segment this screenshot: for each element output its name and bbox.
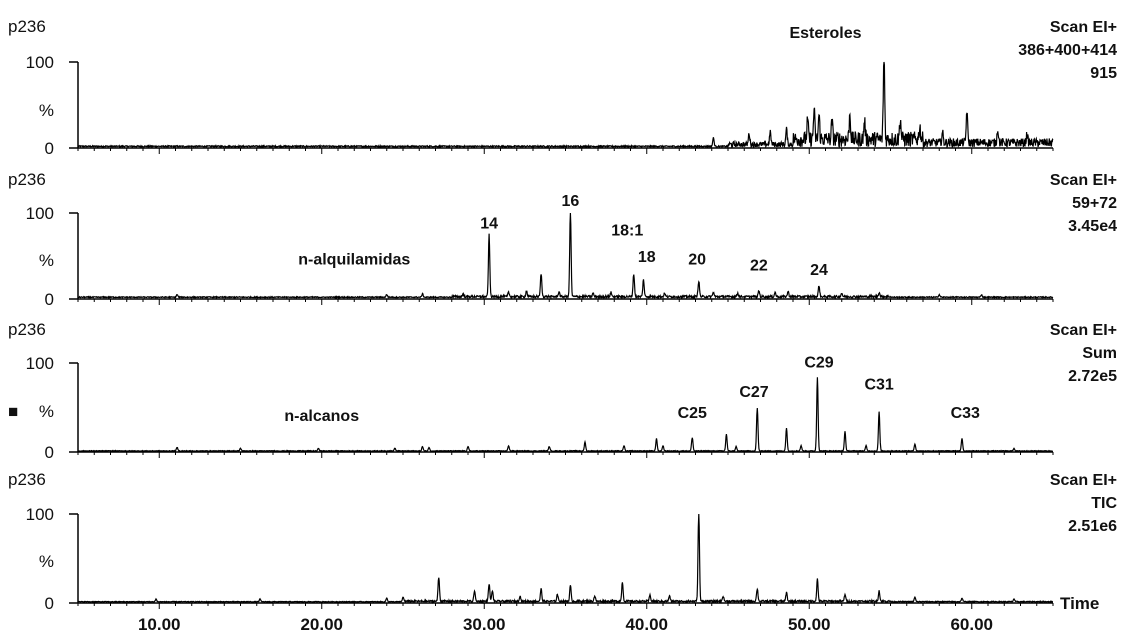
peak-annotation: 18:1 — [611, 222, 643, 239]
x-axis-title: Time — [1060, 594, 1099, 613]
peak-annotation: 18 — [638, 249, 656, 266]
y-tick-label-0: 0 — [45, 594, 54, 613]
scan-info-line: 2.51e6 — [1068, 518, 1117, 535]
side-marker: ■ — [8, 402, 18, 421]
peak-annotation: n-alcanos — [284, 408, 359, 425]
chromatogram-trace — [78, 212, 1054, 301]
scan-info-line: 915 — [1090, 65, 1117, 82]
scan-info-line: 59+72 — [1072, 195, 1117, 212]
panel-sample-label: p236 — [8, 170, 46, 189]
peak-annotation: 24 — [810, 262, 828, 279]
chromatogram-trace — [77, 377, 1053, 453]
y-tick-label-0: 0 — [45, 290, 54, 309]
scan-info-line: 3.45e4 — [1068, 218, 1117, 235]
scan-info-line: Scan EI+ — [1050, 322, 1117, 339]
x-tick-label: 20.00 — [300, 615, 343, 634]
peak-annotation: C27 — [739, 384, 768, 401]
y-tick-label-0: 0 — [45, 139, 54, 158]
peak-annotation: C31 — [864, 377, 893, 394]
y-tick-label-100: 100 — [26, 204, 54, 223]
x-tick-label: 10.00 — [138, 615, 181, 634]
peak-annotation: 14 — [480, 215, 498, 232]
y-tick-label-100: 100 — [26, 53, 54, 72]
peak-annotation: C29 — [804, 354, 833, 371]
scan-info-line: Scan EI+ — [1050, 472, 1117, 489]
peak-annotation: C33 — [951, 405, 980, 422]
y-axis-percent-label: % — [39, 402, 54, 421]
peak-annotation: 20 — [688, 252, 706, 269]
x-tick-label: 30.00 — [463, 615, 506, 634]
scan-info-line: TIC — [1091, 495, 1117, 512]
peak-annotation: n-alquilamidas — [298, 252, 410, 269]
x-tick-label: 60.00 — [950, 615, 993, 634]
panel-sample-label: p236 — [8, 320, 46, 339]
peak-annotation: Esteroles — [789, 25, 861, 42]
y-tick-label-100: 100 — [26, 505, 54, 524]
y-tick-label-0: 0 — [45, 443, 54, 462]
chromatogram-trace — [77, 61, 1054, 149]
y-tick-label-100: 100 — [26, 354, 54, 373]
panel-sample-label: p236 — [8, 470, 46, 489]
y-axis-percent-label: % — [39, 251, 54, 270]
peak-annotation: 16 — [561, 193, 579, 210]
scan-info-line: 386+400+414 — [1018, 42, 1117, 59]
y-axis-percent-label: % — [39, 552, 54, 571]
panel-sample-label: p236 — [8, 17, 46, 36]
scan-info-line: 2.72e5 — [1068, 368, 1117, 385]
peak-annotation: 22 — [750, 258, 768, 275]
scan-info-line: Sum — [1082, 345, 1117, 362]
peak-annotation: C25 — [678, 405, 707, 422]
x-tick-label: 50.00 — [788, 615, 831, 634]
x-tick-label: 40.00 — [625, 615, 668, 634]
scan-info-line: Scan EI+ — [1050, 19, 1117, 36]
y-axis-percent-label: % — [39, 101, 54, 120]
scan-info-line: Scan EI+ — [1050, 172, 1117, 189]
chromatogram-trace — [77, 513, 1054, 605]
